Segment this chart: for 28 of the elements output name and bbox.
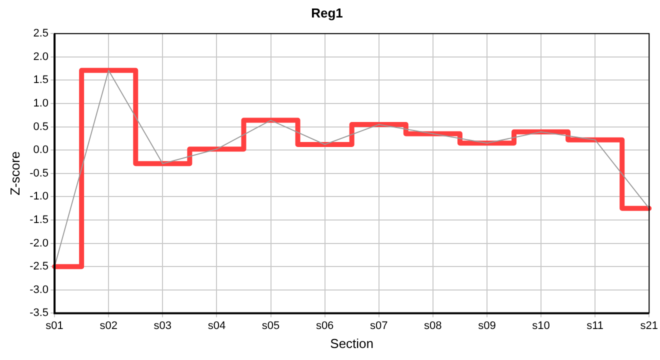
x-tick-label: s03 <box>154 320 172 332</box>
y-tick-label: -3.0 <box>30 284 49 296</box>
x-tick-label: s09 <box>478 320 496 332</box>
y-tick-label: 0.5 <box>33 120 49 133</box>
y-tick-label: 1.0 <box>33 98 49 110</box>
y-tick-label: 1.5 <box>33 74 49 86</box>
y-tick-label: 0.0 <box>33 144 49 156</box>
y-tick-label: -3.5 <box>30 307 49 320</box>
x-tick-label: s07 <box>370 320 388 332</box>
x-tick-label: s11 <box>586 320 604 332</box>
x-tick-label: s05 <box>262 320 280 332</box>
y-tick-label: -2.0 <box>30 237 49 250</box>
x-tick-label: s02 <box>100 320 118 332</box>
x-axis-title: Section <box>330 336 374 351</box>
y-tick-label: -2.5 <box>30 260 49 273</box>
chart-title: Reg1 <box>311 5 343 20</box>
y-tick-label: 2.0 <box>33 50 49 63</box>
x-tick-label: s04 <box>208 320 226 332</box>
x-tick-label: s21 <box>640 320 658 332</box>
x-tick-label: s08 <box>424 320 442 332</box>
y-axis-title: Z-score <box>7 151 22 196</box>
x-tick-label: s10 <box>532 320 550 332</box>
y-tick-label: 2.5 <box>33 28 49 40</box>
y-tick-label: -1.5 <box>30 214 49 226</box>
x-tick-label: s06 <box>316 320 334 332</box>
y-tick-label: -1.0 <box>30 190 49 203</box>
y-tick-label: -0.5 <box>30 167 49 180</box>
x-tick-label: s01 <box>46 320 64 332</box>
